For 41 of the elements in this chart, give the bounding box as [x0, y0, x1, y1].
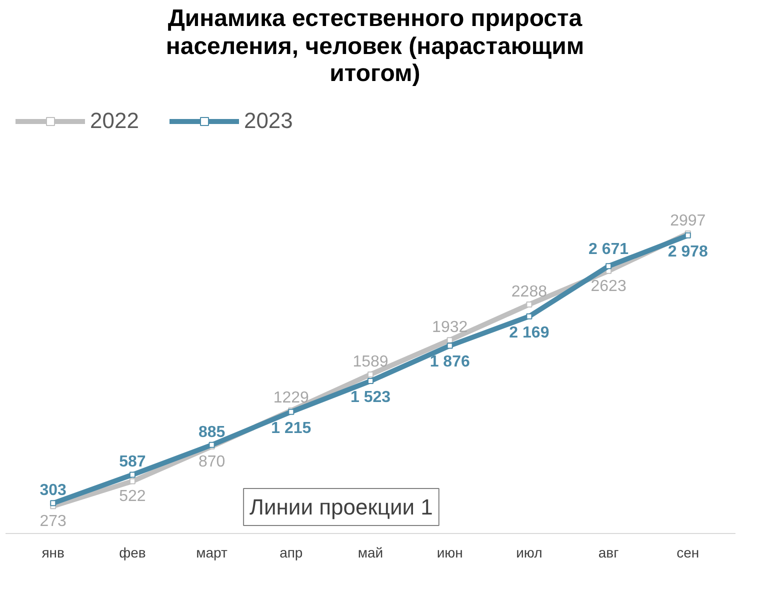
data-label: 587: [119, 454, 146, 471]
legend-label: 2022: [90, 108, 139, 134]
point: [606, 262, 612, 269]
data-label: 1 215: [271, 420, 312, 437]
x-tick-label: янв: [42, 544, 64, 560]
data-label: 1589: [352, 353, 388, 370]
point: [526, 313, 532, 320]
x-tick-label: сен: [676, 544, 700, 560]
data-label: 2 671: [588, 240, 629, 258]
point: [446, 342, 453, 348]
data-label: 2288: [511, 283, 548, 300]
point: [446, 336, 453, 343]
point: [129, 478, 136, 484]
data-label: 1932: [432, 318, 468, 336]
data-label: 885: [198, 424, 226, 441]
point: [129, 472, 136, 478]
data-label: 2623: [590, 278, 626, 295]
point: [368, 378, 374, 384]
data-label: 1229: [273, 389, 310, 406]
annotation: Линии проекции 1: [250, 494, 433, 520]
chart-title: Динамика естественного прироста населения, человек (нарастающим итогом): [166, 5, 584, 88]
legend-label: 2023: [244, 108, 293, 134]
data-label: 303: [40, 482, 67, 499]
data-label: 1 876: [430, 353, 470, 370]
data-label: 2 978: [668, 243, 708, 260]
x-tick-label: май: [358, 544, 384, 560]
data-label: 2 169: [509, 324, 550, 342]
x-tick-label: апр: [280, 544, 303, 560]
x-tick-label: фев: [119, 544, 146, 560]
data-label: 522: [119, 488, 146, 506]
data-label: 273: [40, 512, 67, 530]
x-tick-label: июл: [516, 544, 542, 560]
data-label: 2997: [670, 212, 706, 230]
data-label: 1 523: [350, 388, 391, 406]
point: [50, 500, 56, 506]
x-tick-label: март: [196, 544, 228, 560]
point: [368, 371, 374, 378]
x-tick-label: июн: [436, 544, 463, 560]
x-tick-label: авг: [598, 544, 619, 560]
point: [526, 301, 532, 308]
data-label: 870: [198, 453, 226, 470]
